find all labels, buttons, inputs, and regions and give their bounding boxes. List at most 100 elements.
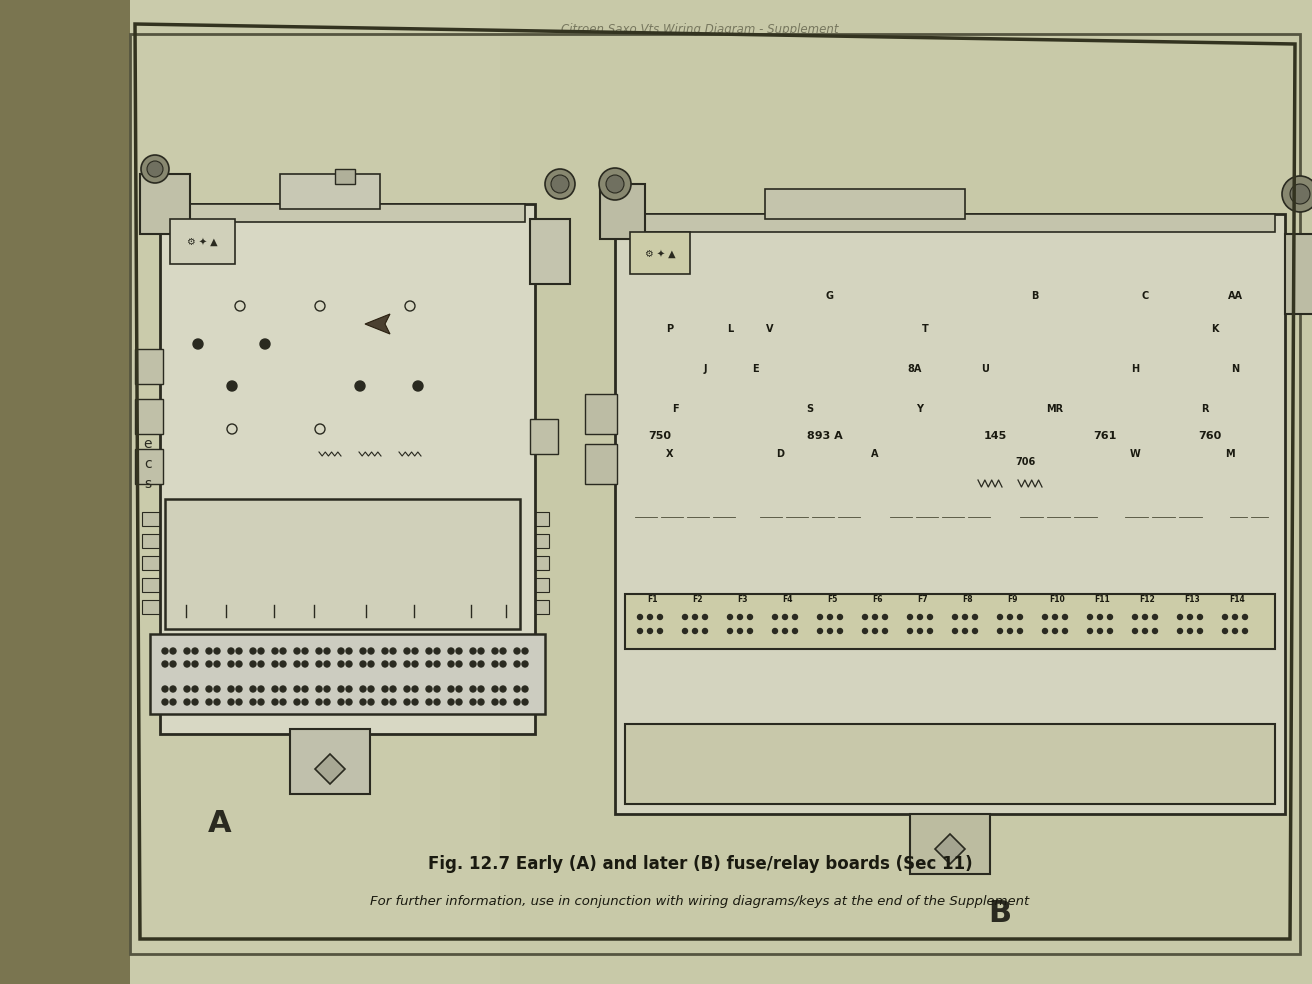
Bar — [443, 316, 451, 334]
Circle shape — [338, 648, 344, 654]
Circle shape — [359, 648, 366, 654]
Bar — [1232, 427, 1240, 444]
Text: F9: F9 — [1008, 594, 1018, 603]
Bar — [771, 304, 779, 319]
Bar — [377, 402, 386, 419]
Bar — [1191, 427, 1198, 444]
Circle shape — [412, 686, 419, 692]
Bar — [241, 402, 251, 419]
Bar — [489, 681, 508, 706]
Bar — [646, 341, 661, 359]
Circle shape — [412, 699, 419, 705]
Circle shape — [648, 614, 652, 620]
Circle shape — [412, 648, 419, 654]
Bar — [1225, 454, 1275, 579]
Circle shape — [544, 169, 575, 199]
Circle shape — [404, 686, 409, 692]
Circle shape — [192, 686, 198, 692]
Circle shape — [963, 629, 967, 634]
Circle shape — [963, 614, 967, 620]
Bar — [437, 442, 467, 465]
Bar — [398, 356, 415, 379]
Circle shape — [1043, 629, 1047, 634]
Circle shape — [184, 686, 190, 692]
Circle shape — [294, 648, 300, 654]
Circle shape — [1223, 629, 1228, 634]
Bar — [762, 304, 770, 319]
Bar — [848, 384, 859, 401]
Bar — [203, 681, 222, 706]
Circle shape — [258, 648, 264, 654]
Text: F11: F11 — [1094, 594, 1110, 603]
Bar — [1252, 462, 1267, 571]
Bar — [222, 313, 251, 337]
Bar — [446, 643, 464, 668]
Circle shape — [302, 661, 308, 667]
Bar — [1085, 607, 1126, 637]
Bar — [290, 729, 370, 794]
Circle shape — [1107, 629, 1113, 634]
Bar — [425, 278, 434, 294]
Bar — [436, 316, 442, 334]
Circle shape — [883, 614, 887, 620]
Bar — [810, 427, 819, 444]
Bar — [766, 427, 775, 444]
Circle shape — [1018, 629, 1022, 634]
Circle shape — [171, 686, 176, 692]
Bar — [150, 634, 544, 714]
Bar — [661, 462, 684, 571]
Text: B: B — [988, 899, 1012, 929]
Circle shape — [682, 629, 687, 634]
Circle shape — [500, 699, 506, 705]
Bar — [890, 341, 897, 359]
Bar — [861, 384, 872, 401]
Circle shape — [1143, 629, 1148, 634]
Bar — [201, 278, 210, 294]
Circle shape — [648, 629, 652, 634]
Bar — [1202, 384, 1208, 401]
Circle shape — [837, 629, 842, 634]
Bar — [419, 316, 425, 334]
Bar — [790, 475, 799, 492]
Text: U: U — [981, 364, 989, 374]
Circle shape — [478, 686, 484, 692]
Bar — [1185, 341, 1193, 359]
Bar — [585, 444, 617, 484]
Bar — [666, 427, 676, 444]
Circle shape — [214, 661, 220, 667]
Bar — [642, 472, 684, 495]
Bar — [754, 427, 764, 444]
Circle shape — [972, 614, 977, 620]
Bar — [1182, 338, 1261, 362]
Bar — [715, 304, 723, 319]
Bar — [408, 509, 453, 584]
Circle shape — [908, 629, 913, 634]
Circle shape — [447, 699, 454, 705]
Circle shape — [404, 661, 409, 667]
Bar — [1119, 475, 1130, 492]
Circle shape — [782, 614, 787, 620]
Bar — [174, 445, 186, 462]
Bar — [248, 681, 266, 706]
Bar — [219, 359, 228, 376]
Text: E: E — [752, 364, 758, 374]
Bar — [838, 462, 859, 571]
Bar — [470, 316, 476, 334]
Polygon shape — [0, 0, 130, 984]
Text: F7: F7 — [917, 594, 928, 603]
Bar — [367, 278, 377, 294]
Bar — [310, 359, 325, 376]
Bar — [440, 445, 451, 462]
Bar — [236, 445, 245, 462]
Circle shape — [817, 614, 823, 620]
Text: F8: F8 — [962, 594, 972, 603]
Circle shape — [1282, 176, 1312, 212]
Bar — [174, 359, 184, 376]
Bar — [678, 384, 687, 401]
Bar — [512, 681, 530, 706]
Text: 750: 750 — [648, 431, 672, 441]
Bar — [468, 681, 485, 706]
Bar — [1208, 427, 1215, 444]
Bar — [752, 424, 823, 447]
Bar — [1182, 381, 1244, 404]
